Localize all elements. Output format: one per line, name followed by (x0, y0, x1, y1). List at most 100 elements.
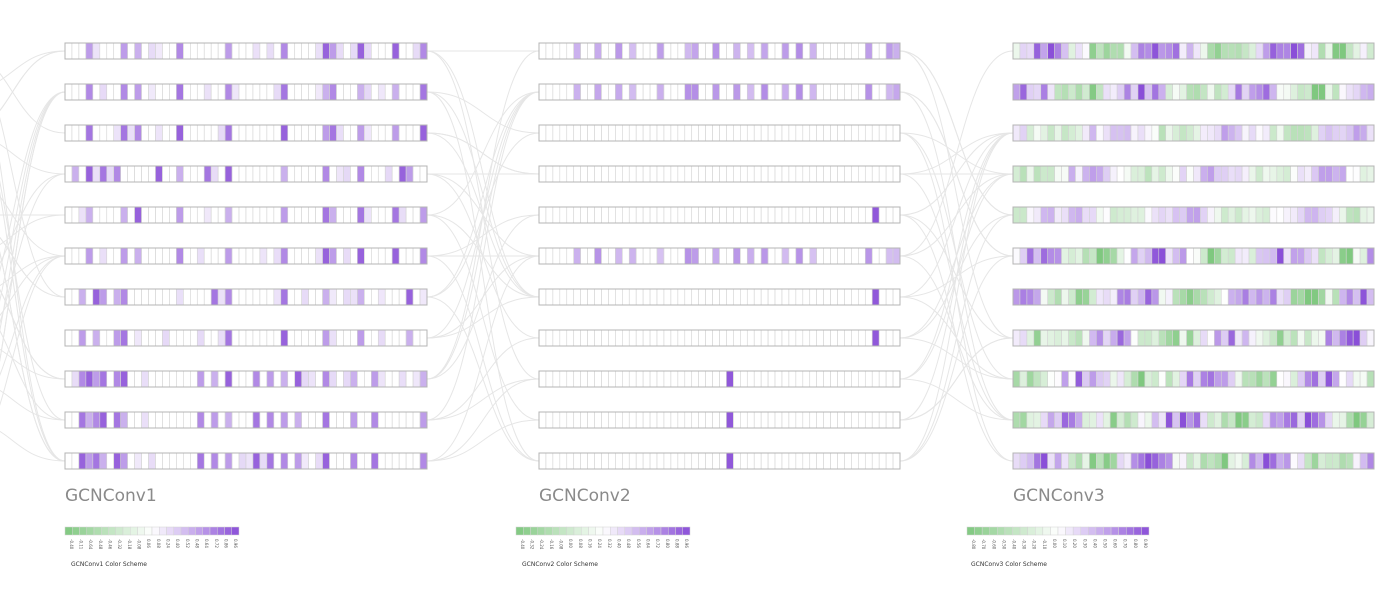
color-scheme-swatch (1057, 526, 1066, 536)
feature-cell (371, 411, 379, 429)
feature-cell (1040, 452, 1049, 470)
feature-cell (259, 411, 268, 429)
feature-cell (851, 329, 859, 347)
feature-cell (169, 247, 177, 265)
feature-cell (767, 411, 776, 429)
feature-cell (823, 165, 831, 183)
feature-cell (823, 206, 831, 224)
feature-cell (350, 206, 358, 224)
feature-cell (545, 83, 554, 101)
feature-cell (677, 247, 686, 265)
feature-cell (1207, 329, 1215, 347)
color-scheme-tick-label: 0.40 (1092, 539, 1097, 548)
feature-cell (788, 206, 797, 224)
feature-cell (1214, 370, 1222, 388)
feature-cell (809, 452, 817, 470)
feature-cell (830, 124, 838, 142)
feature-cell (217, 83, 226, 101)
feature-cell (78, 370, 87, 388)
feature-cell (71, 124, 80, 142)
feature-cell (892, 42, 901, 60)
feature-cell (573, 288, 581, 306)
feature-cell (1012, 329, 1021, 347)
feature-cell (245, 411, 254, 429)
feature-cell (1345, 124, 1354, 142)
feature-cell (287, 411, 296, 429)
feature-cell (245, 206, 254, 224)
feature-cell (635, 411, 644, 429)
feature-cell (594, 370, 602, 388)
feature-cell (774, 42, 783, 60)
feature-cell (148, 83, 156, 101)
feature-cell (329, 206, 337, 224)
color-scheme-swatch (159, 526, 167, 536)
feature-cell (594, 206, 602, 224)
feature-cell (210, 206, 219, 224)
color-scheme-tick-label: -0.32 (530, 539, 535, 550)
feature-cell (1033, 288, 1042, 306)
feature-cell (823, 288, 831, 306)
feature-cell (1102, 42, 1111, 60)
feature-cell (231, 329, 240, 347)
feature-cell (217, 411, 226, 429)
color-scheme-tick-label: -0.10 (1042, 539, 1047, 550)
feature-cell (622, 288, 630, 306)
feature-cell (802, 288, 811, 306)
color-scheme-swatch (639, 526, 647, 536)
feature-cell (1075, 288, 1083, 306)
feature-cell (635, 452, 644, 470)
color-scheme-tick-label: 0.80 (1133, 539, 1138, 548)
feature-cell (120, 288, 128, 306)
feature-cell (566, 42, 575, 60)
feature-cell (1116, 452, 1125, 470)
feature-cell (336, 452, 344, 470)
feature-cell (1165, 124, 1173, 142)
feature-cell (1116, 370, 1125, 388)
feature-cell (176, 206, 184, 224)
feature-cell (559, 247, 568, 265)
feature-cell (1123, 42, 1132, 60)
feature-cell (1012, 247, 1021, 265)
feature-cell (280, 411, 289, 429)
feature-cell (1255, 165, 1264, 183)
feature-cell (1366, 247, 1375, 265)
feature-cell (740, 370, 748, 388)
feature-cell (1207, 288, 1215, 306)
color-scheme-title-conv1: GCNConv1 Color Scheme (71, 561, 147, 568)
feature-cell (273, 452, 282, 470)
feature-cell (85, 83, 94, 101)
feature-cell (391, 247, 400, 265)
feature-cell (1026, 370, 1035, 388)
feature-cell (580, 329, 588, 347)
color-scheme-tick-label: 0.88 (675, 539, 680, 548)
feature-cell (1102, 288, 1111, 306)
feature-cell (1214, 165, 1222, 183)
feature-cell (134, 329, 142, 347)
feature-cell (1220, 42, 1229, 60)
feature-cell (1068, 165, 1076, 183)
feature-cell (315, 83, 323, 101)
feature-cell (767, 124, 776, 142)
link-curve (0, 255, 66, 376)
feature-cell (224, 165, 233, 183)
feature-cell (364, 329, 372, 347)
feature-cell (545, 247, 554, 265)
feature-cell (391, 206, 400, 224)
feature-cell (767, 83, 776, 101)
feature-row-border (64, 247, 428, 265)
link-curve (426, 91, 540, 462)
feature-cell (670, 411, 679, 429)
feature-cell (573, 247, 581, 265)
feature-cell (788, 411, 797, 429)
feature-cell (892, 452, 901, 470)
feature-cell (573, 411, 581, 429)
color-scheme-swatch (675, 526, 683, 536)
feature-cell (1089, 370, 1097, 388)
feature-cell (538, 83, 547, 101)
feature-cell (1096, 165, 1104, 183)
feature-cell (753, 452, 762, 470)
color-scheme-tick-label: 0.06 (146, 539, 151, 548)
feature-cell (1227, 411, 1236, 429)
feature-cell (844, 42, 852, 60)
feature-cell (864, 124, 873, 142)
